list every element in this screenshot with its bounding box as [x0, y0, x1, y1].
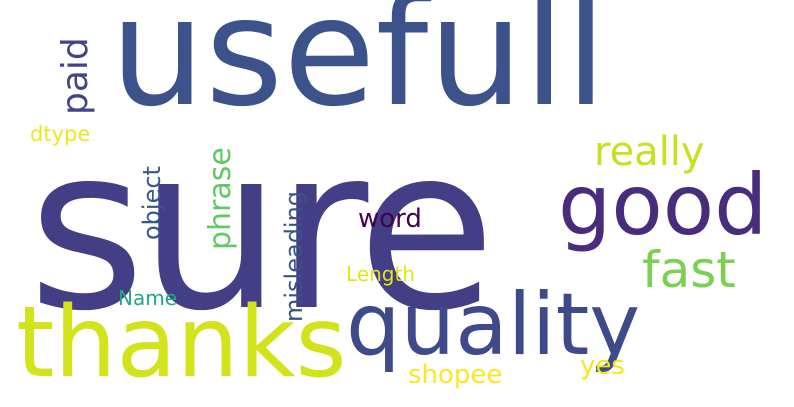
word-good: good	[558, 156, 768, 254]
word-phrase: phrase	[203, 147, 238, 250]
word-dtype: dtype	[30, 122, 91, 146]
word-really: really	[594, 129, 705, 175]
word-name: Name	[118, 286, 178, 310]
word-object: object	[138, 166, 166, 240]
word-yes: yes	[580, 351, 625, 381]
word-fast: fast	[642, 241, 736, 299]
word-misleading: misleading	[280, 190, 308, 322]
word-thanks: thanks	[16, 286, 347, 400]
word-length: Length	[346, 262, 415, 286]
word-usefull: usefull	[110, 0, 607, 140]
word-word: word	[358, 204, 422, 234]
word-shopee: shopee	[408, 360, 503, 390]
word-sure: sure	[28, 99, 496, 361]
word-paid: paid	[55, 37, 96, 115]
word-quality: quality	[346, 275, 641, 375]
